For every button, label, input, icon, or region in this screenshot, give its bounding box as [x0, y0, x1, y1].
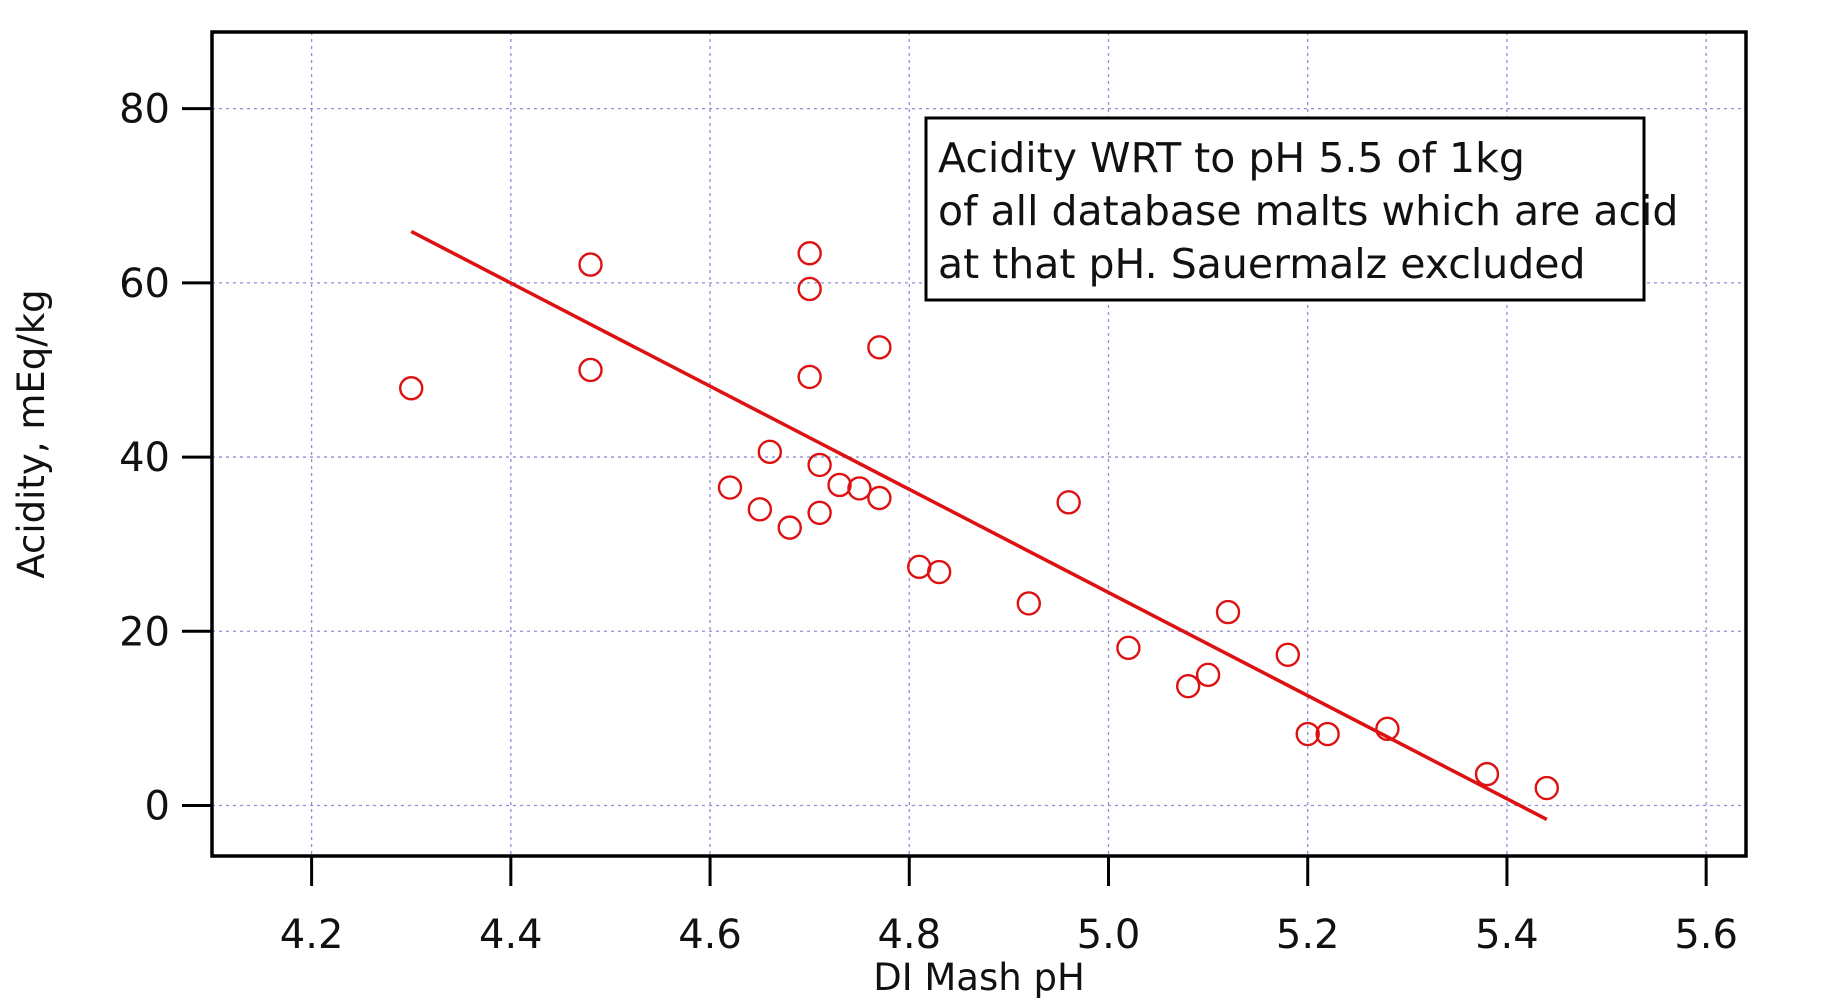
- axis-ticks: [182, 107, 1708, 886]
- data-layer: [399, 229, 1559, 821]
- data-point: [578, 252, 603, 277]
- y-tick-labels: 0 20 40 60 80: [119, 87, 170, 830]
- y-tick-label: 40: [119, 435, 170, 481]
- x-tick-label: 5.6: [1674, 912, 1738, 958]
- x-tick-label: 4.6: [678, 912, 742, 958]
- data-point: [399, 376, 424, 401]
- data-point: [1215, 599, 1241, 625]
- data-point: [1175, 673, 1201, 699]
- data-point: [1195, 662, 1221, 688]
- y-tick-label: 60: [119, 261, 170, 307]
- data-point: [1275, 642, 1300, 667]
- y-tick-label: 20: [119, 609, 170, 655]
- data-point: [807, 452, 832, 478]
- x-tick-labels: 4.2 4.4 4.6 4.8 5.0 5.2 5.4 5.6: [280, 912, 1738, 958]
- data-point: [847, 476, 872, 501]
- x-tick-label: 5.0: [1077, 912, 1141, 958]
- plot-frame: [210, 30, 1748, 858]
- annotation-line-1: Acidity WRT to pH 5.5 of 1kg: [938, 134, 1525, 182]
- annotation-line-2: of all database malts which are acid: [938, 187, 1678, 235]
- y-tick-label: 0: [145, 783, 170, 829]
- data-point: [797, 364, 822, 390]
- data-point: [827, 472, 852, 498]
- data-point: [1016, 591, 1042, 616]
- data-point: [1375, 716, 1400, 742]
- annotation-box: Acidity WRT to pH 5.5 of 1kg of all data…: [924, 116, 1678, 302]
- x-tick-label: 4.4: [479, 912, 543, 958]
- data-point: [807, 500, 832, 526]
- data-point: [1116, 635, 1141, 661]
- data-point: [907, 554, 932, 580]
- data-point: [867, 485, 892, 511]
- x-tick-label: 4.8: [877, 912, 941, 958]
- data-point: [1295, 721, 1320, 747]
- data-point: [797, 241, 822, 266]
- annotation-line-3: at that pH. Sauermalz excluded: [938, 240, 1585, 288]
- trend-line: [410, 229, 1548, 821]
- data-point: [1056, 490, 1081, 515]
- annotation-border: [924, 116, 1646, 302]
- y-tick-label: 80: [119, 87, 170, 133]
- data-point: [757, 439, 783, 465]
- data-point: [777, 515, 802, 540]
- x-axis-title: DI Mash pH: [873, 956, 1085, 999]
- x-tick-label: 4.2: [280, 912, 344, 958]
- data-point: [1315, 721, 1340, 747]
- data-point: [1534, 775, 1559, 801]
- x-tick-label: 5.4: [1475, 912, 1539, 958]
- data-point: [717, 475, 743, 500]
- grid-lines: [212, 32, 1746, 856]
- data-point: [926, 559, 952, 585]
- data-point: [747, 497, 773, 522]
- data-point: [1474, 761, 1500, 787]
- data-point: [867, 335, 892, 360]
- data-point: [797, 276, 822, 302]
- y-axis-title: Acidity, mEq/kg: [10, 289, 53, 578]
- x-tick-label: 5.2: [1276, 912, 1340, 958]
- data-point: [578, 357, 603, 383]
